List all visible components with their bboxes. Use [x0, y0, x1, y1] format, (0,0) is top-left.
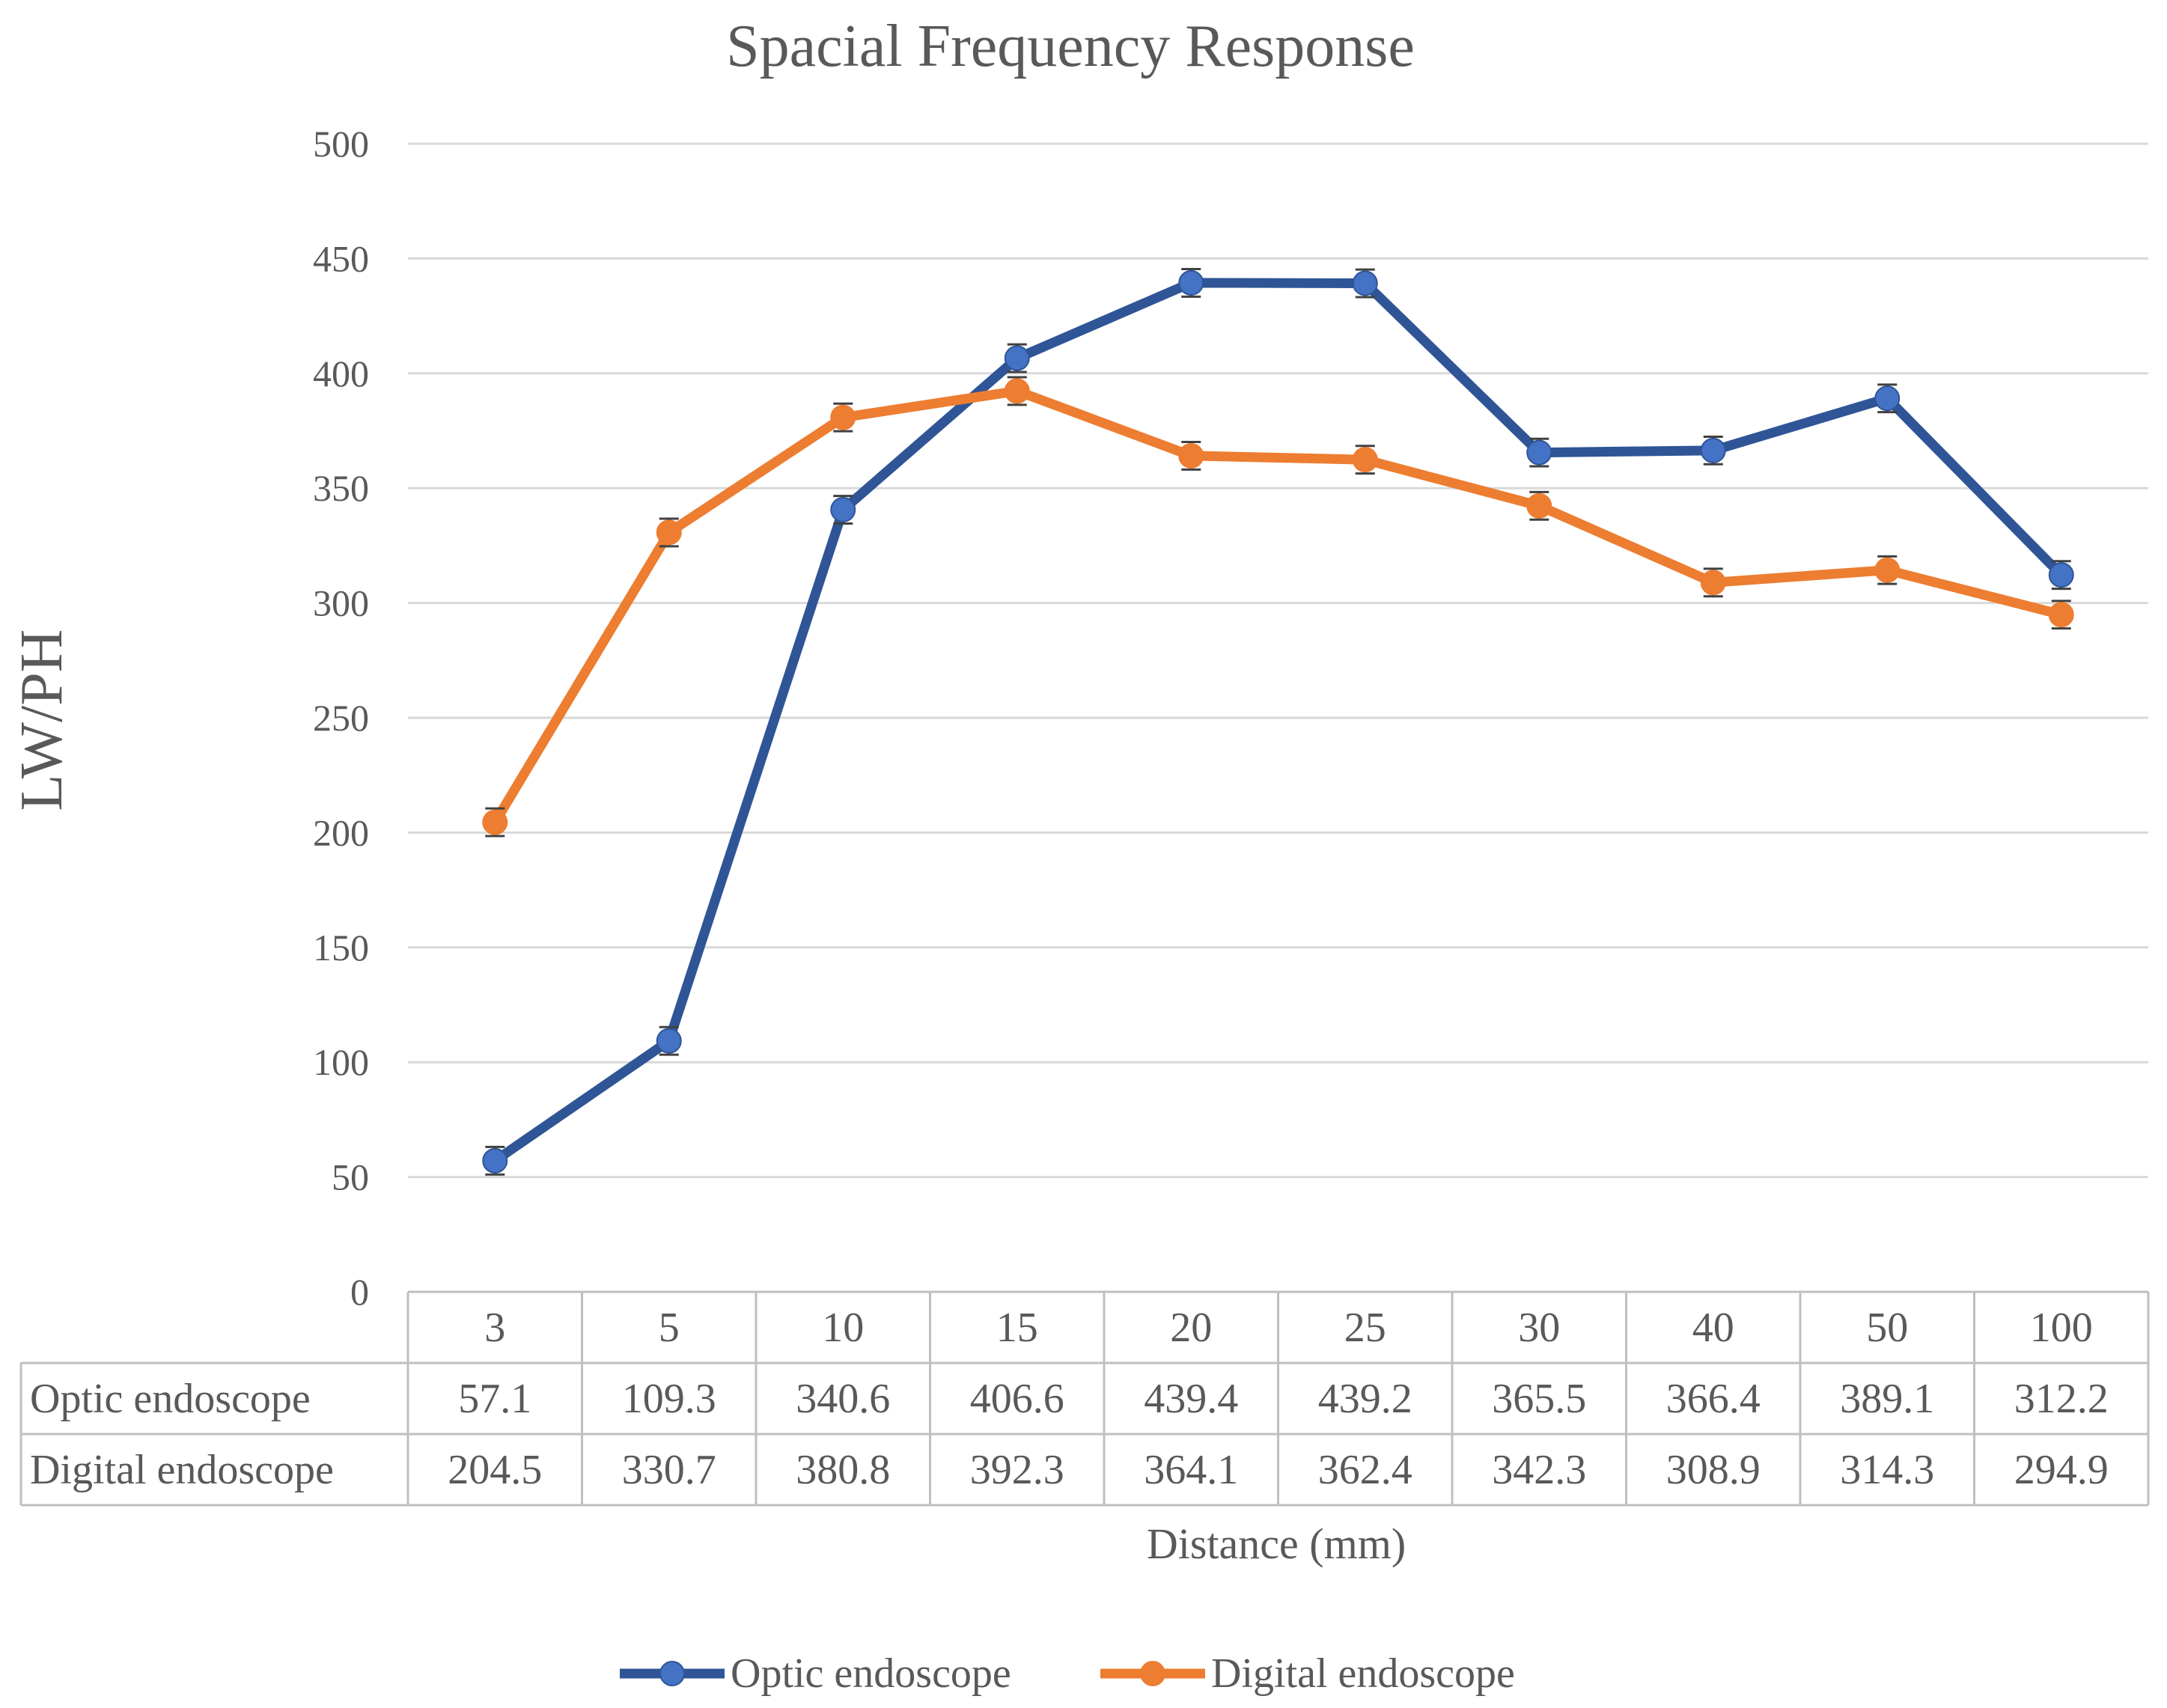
y-tick-label: 200 — [313, 811, 369, 853]
data-point — [1352, 270, 1378, 296]
y-tick-label: 50 — [332, 1156, 369, 1198]
table-cell: 340.6 — [796, 1376, 890, 1422]
data-point — [482, 1147, 508, 1174]
y-axis-label: LW/PH — [9, 629, 75, 811]
series-line — [490, 278, 2067, 1166]
table-cell: 406.6 — [970, 1376, 1064, 1422]
legend-label: Digital endoscope — [1211, 1650, 1515, 1697]
data-point — [1178, 269, 1204, 296]
x-axis-label: Distance (mm) — [1147, 1519, 1406, 1568]
y-tick-label: 150 — [313, 927, 369, 969]
x-tick-label: 25 — [1344, 1305, 1386, 1351]
series-digital-endoscope — [482, 376, 2074, 838]
table-cell: 439.4 — [1144, 1376, 1238, 1422]
data-point — [830, 404, 856, 430]
table-cell: 389.1 — [1840, 1376, 1934, 1422]
y-tick-label: 400 — [313, 353, 369, 394]
legend-label: Optic endoscope — [731, 1650, 1011, 1697]
data-point — [1874, 557, 1901, 583]
chart-title: Spacial Frequency Response — [726, 13, 1415, 79]
legend: Optic endoscope Digital endoscope — [620, 1650, 1515, 1697]
table-cell: 366.4 — [1666, 1376, 1761, 1422]
y-tick-label: 0 — [350, 1271, 369, 1313]
x-tick-label: 30 — [1518, 1305, 1560, 1351]
data-point — [1352, 447, 1378, 473]
data-point — [830, 497, 856, 523]
data-point — [1700, 437, 1726, 463]
table-cell: 439.2 — [1318, 1376, 1412, 1422]
data-point — [1874, 385, 1901, 412]
y-tick-label: 500 — [313, 123, 369, 165]
table-cell: 364.1 — [1144, 1447, 1238, 1493]
table-cell: 380.8 — [796, 1447, 890, 1493]
data-point — [1178, 442, 1204, 469]
data-point — [1526, 492, 1552, 519]
y-tick-label: 300 — [313, 582, 369, 624]
legend-swatch-marker — [1140, 1661, 1165, 1686]
table-cell: 57.1 — [458, 1376, 531, 1422]
table-cell: 314.3 — [1840, 1447, 1934, 1493]
table-cell: 362.4 — [1318, 1447, 1412, 1493]
table-cell: 308.9 — [1666, 1447, 1761, 1493]
y-tick-label: 350 — [313, 467, 369, 509]
x-tick-label: 20 — [1170, 1305, 1212, 1351]
table-cell: 365.5 — [1492, 1376, 1586, 1422]
series-line — [490, 385, 2067, 828]
data-point — [656, 1028, 682, 1054]
data-point — [1700, 570, 1726, 596]
legend-swatch-marker — [659, 1661, 685, 1686]
table-cell: 330.7 — [622, 1447, 716, 1493]
data-point — [1004, 345, 1030, 371]
x-tick-label: 15 — [996, 1305, 1038, 1351]
y-tick-label: 450 — [313, 237, 369, 279]
data-point — [2048, 562, 2074, 588]
table-row-label: Digital endoscope — [30, 1447, 334, 1493]
table-cell: 204.5 — [448, 1447, 542, 1493]
table-row-label: Optic endoscope — [30, 1376, 311, 1422]
data-point — [1004, 378, 1030, 404]
y-tick-label: 250 — [313, 697, 369, 739]
x-tick-label: 100 — [2030, 1305, 2093, 1351]
series-layer — [482, 268, 2074, 1176]
y-axis-ticks: 0 50 100 150 200 250 300 350 400 450 500 — [313, 123, 369, 1313]
table-cell: 392.3 — [970, 1447, 1064, 1493]
series-optic-endoscope — [482, 268, 2074, 1176]
x-tick-label: 50 — [1866, 1305, 1908, 1351]
data-table: 3 5 10 15 20 25 30 40 50 100 Optic endoscope 57.1 10… — [19, 1290, 2150, 1507]
y-tick-label: 100 — [313, 1041, 369, 1083]
gridlines — [408, 142, 2148, 1179]
table-cell: 342.3 — [1492, 1447, 1586, 1493]
data-point — [2048, 602, 2074, 628]
data-point — [1526, 439, 1552, 466]
x-tick-label: 40 — [1692, 1305, 1734, 1351]
data-point — [656, 519, 682, 546]
x-tick-label: 3 — [484, 1305, 505, 1351]
x-tick-label: 10 — [822, 1305, 864, 1351]
table-cell: 294.9 — [2014, 1447, 2109, 1493]
x-tick-label: 5 — [659, 1305, 680, 1351]
table-cell: 109.3 — [622, 1376, 716, 1422]
data-point — [482, 809, 508, 835]
table-cell: 312.2 — [2014, 1376, 2109, 1422]
